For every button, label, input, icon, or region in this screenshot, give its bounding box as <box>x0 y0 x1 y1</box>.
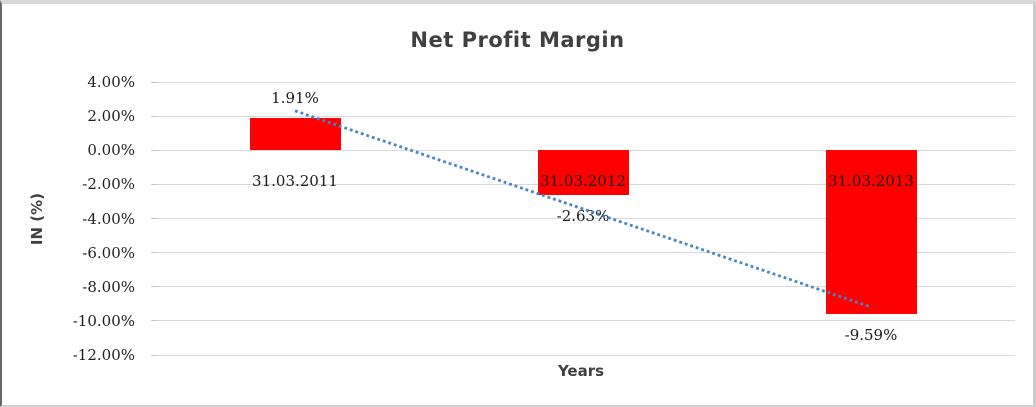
major-gridline <box>151 354 1015 356</box>
major-gridline <box>151 81 1015 83</box>
bar-data-label: -2.63% <box>556 207 610 226</box>
axis-tick-mark <box>151 149 157 151</box>
y-tick-label: 4.00% <box>87 73 135 91</box>
y-tick-label: -4.00% <box>82 209 135 228</box>
axis-tick-mark <box>151 183 157 185</box>
axis-tick-mark <box>151 115 157 117</box>
major-gridline <box>151 320 1015 322</box>
bar-31.03.2011 <box>249 117 341 151</box>
axis-tick-mark <box>151 320 157 322</box>
axis-tick-mark <box>151 252 157 254</box>
y-tick-label: -10.00% <box>72 311 135 330</box>
bar-data-label: 1.91% <box>271 88 319 107</box>
axis-tick-mark <box>151 218 157 219</box>
category-label: 31.03.2012 <box>540 172 626 191</box>
bar-data-label: -9.59% <box>844 325 898 344</box>
axis-tick-mark <box>151 286 157 288</box>
chart-title: Net Profit Margin <box>410 28 625 52</box>
major-gridline <box>151 115 1015 117</box>
y-tick-label: -12.00% <box>72 346 135 364</box>
y-tick-label: 2.00% <box>87 107 135 126</box>
x-axis-title: Years <box>557 362 605 380</box>
category-label: 31.03.2011 <box>252 172 338 191</box>
axis-tick-mark <box>151 81 157 83</box>
y-tick-label: -8.00% <box>82 277 135 296</box>
y-tick-label: 0.00% <box>87 141 135 160</box>
axis-tick-mark <box>151 354 157 356</box>
y-tick-label: -6.00% <box>82 243 135 262</box>
category-label: 31.03.2013 <box>828 172 914 191</box>
y-tick-label: -2.00% <box>82 175 135 194</box>
